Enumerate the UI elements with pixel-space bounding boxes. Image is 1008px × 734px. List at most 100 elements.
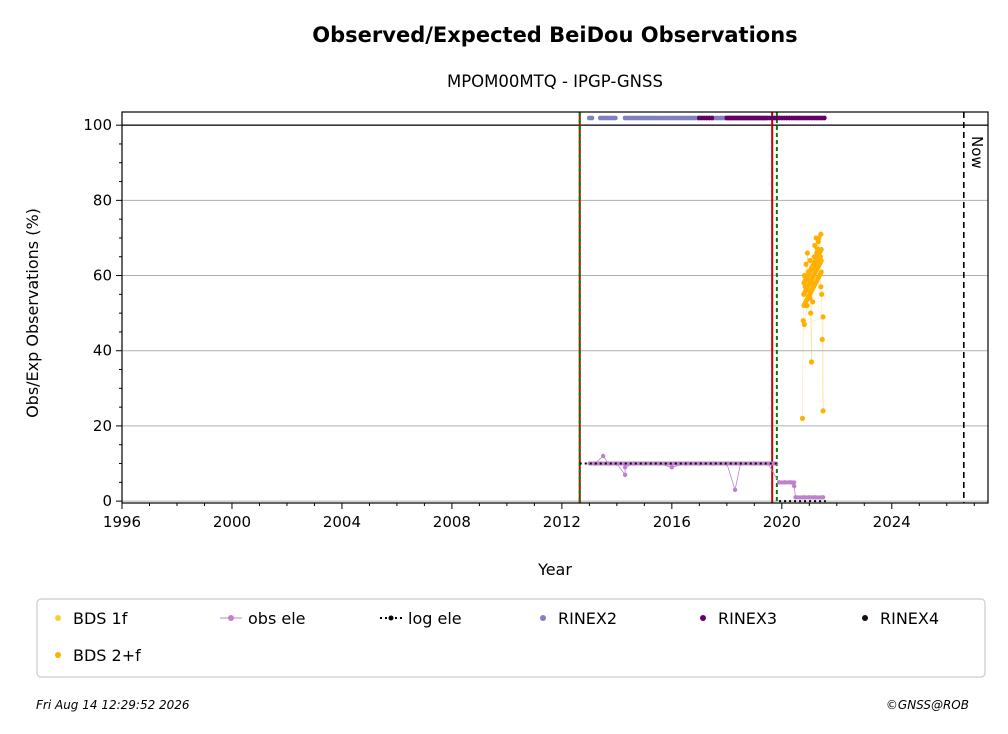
obs-ele-point — [600, 453, 606, 459]
legend-label: RINEX2 — [558, 609, 617, 628]
bds-2f-point — [808, 359, 815, 365]
obs-ele-point — [801, 495, 807, 500]
bds-2f-point — [818, 284, 824, 290]
y-tick-label: 20 — [93, 417, 112, 435]
legend-label: RINEX3 — [718, 609, 777, 628]
legend-marker — [388, 615, 394, 621]
legend-label: BDS 2+f — [73, 646, 141, 665]
obs-ele-point — [820, 495, 826, 500]
plot-border — [121, 111, 989, 504]
legend-marker — [540, 615, 546, 621]
obs-ele-point — [614, 461, 620, 466]
legend-label: obs ele — [248, 609, 306, 628]
obs-ele-point — [793, 495, 798, 500]
obs-ele-point — [606, 461, 611, 466]
plot-area: Now — [121, 111, 989, 504]
bds-2f-point — [818, 258, 824, 264]
rinex-point — [821, 115, 827, 121]
bds-2f-point — [818, 269, 824, 275]
obs-ele-point — [710, 461, 716, 466]
y-tick-label: 100 — [83, 116, 112, 134]
data-points — [579, 115, 827, 503]
x-axis: 1996 2000 2004 2008 2012 2016 2020 2024 — [103, 503, 975, 531]
legend: BDS 1f obs ele log ele RINEX2 RINEX3 RINEX4 BD… — [36, 598, 986, 678]
bds-2f-point — [801, 321, 807, 328]
x-tick-label: 2000 — [213, 513, 251, 531]
legend-item: log ele — [380, 609, 462, 628]
y-axis-label: Obs/Exp Observations (%) — [23, 208, 42, 418]
legend-label: BDS 1f — [73, 609, 128, 628]
legend-marker — [55, 652, 61, 658]
now-label: Now — [968, 136, 986, 169]
bds-2f-point — [820, 408, 826, 414]
obs-ele-point — [732, 487, 738, 493]
obs-ele-point — [622, 472, 628, 478]
rinex-point — [612, 115, 618, 121]
y-tick-label: 0 — [102, 492, 112, 510]
legend-marker — [700, 615, 706, 621]
rinex-point — [589, 115, 595, 121]
bds-2f-point — [810, 299, 816, 305]
obs-ele-point — [765, 461, 771, 466]
obs-ele-point — [655, 461, 661, 466]
grid-lines — [122, 124, 988, 502]
bds-2f-point — [818, 246, 824, 252]
legend-label: log ele — [408, 609, 462, 628]
obs-ele-point — [697, 461, 702, 466]
rinex-point — [709, 115, 715, 121]
obs-ele-point — [791, 483, 797, 489]
legend-item: BDS 2+f — [55, 646, 141, 665]
legend-marker — [228, 615, 234, 621]
y-tick-label: 40 — [93, 342, 112, 360]
plot-frame — [122, 112, 988, 503]
x-tick-label: 2020 — [763, 513, 801, 531]
legend-item: obs ele — [220, 609, 306, 628]
obs-ele-point — [622, 465, 628, 470]
chart-subtitle: MPOM00MTQ - IPGP-GNSS — [447, 72, 663, 91]
bds-2f-point — [818, 231, 824, 237]
bds-2f-point — [819, 336, 825, 343]
legend-marker — [55, 615, 61, 621]
x-tick-label: 2004 — [323, 513, 361, 531]
legend-item: RINEX2 — [540, 609, 617, 628]
bds-2f-point — [803, 261, 809, 267]
legend-item: BDS 1f — [55, 609, 128, 628]
x-tick-label: 2012 — [543, 513, 581, 531]
x-tick-label: 2016 — [653, 513, 691, 531]
x-tick-label: 2024 — [873, 513, 911, 531]
obs-ele-point — [669, 465, 675, 470]
bds-2f-point — [812, 242, 818, 249]
legend-box — [36, 598, 986, 678]
y-tick-label: 60 — [93, 267, 112, 285]
bds-2f-point — [807, 257, 813, 264]
legend-marker — [862, 615, 868, 621]
bds-2f-point — [804, 250, 810, 256]
bds-2f-point — [799, 415, 806, 422]
obs-ele-point — [812, 495, 817, 500]
obs-ele-point — [776, 480, 782, 485]
legend-item: RINEX3 — [700, 609, 777, 628]
obs-ele-point — [782, 480, 787, 485]
bds-2f-point — [819, 291, 825, 297]
bds-2f-point — [808, 310, 814, 316]
obs-ele-point — [631, 461, 636, 466]
chart-title: Observed/Expected BeiDou Observations — [312, 23, 797, 47]
y-axis: 0 20 40 60 80 100 — [83, 116, 122, 510]
obs-ele-point — [807, 495, 812, 500]
footer-timestamp: Fri Aug 14 12:29:52 2026 — [36, 698, 190, 712]
legend-label: RINEX4 — [880, 609, 939, 628]
x-axis-label: Year — [537, 560, 572, 579]
obs-ele-point — [787, 480, 793, 485]
obs-ele-point — [724, 461, 730, 466]
x-tick-label: 2008 — [433, 513, 471, 531]
event-lines: Now — [578, 112, 986, 503]
bds-2f-point — [820, 314, 826, 320]
x-tick-label: 1996 — [103, 513, 141, 531]
y-tick-label: 80 — [93, 191, 112, 209]
obs-ele-point — [752, 461, 757, 466]
obs-ele-point — [792, 480, 797, 485]
footer-credit: ©GNSS@ROB — [886, 698, 969, 712]
legend-item: RINEX4 — [862, 609, 939, 628]
obs-ele-point — [642, 461, 647, 466]
